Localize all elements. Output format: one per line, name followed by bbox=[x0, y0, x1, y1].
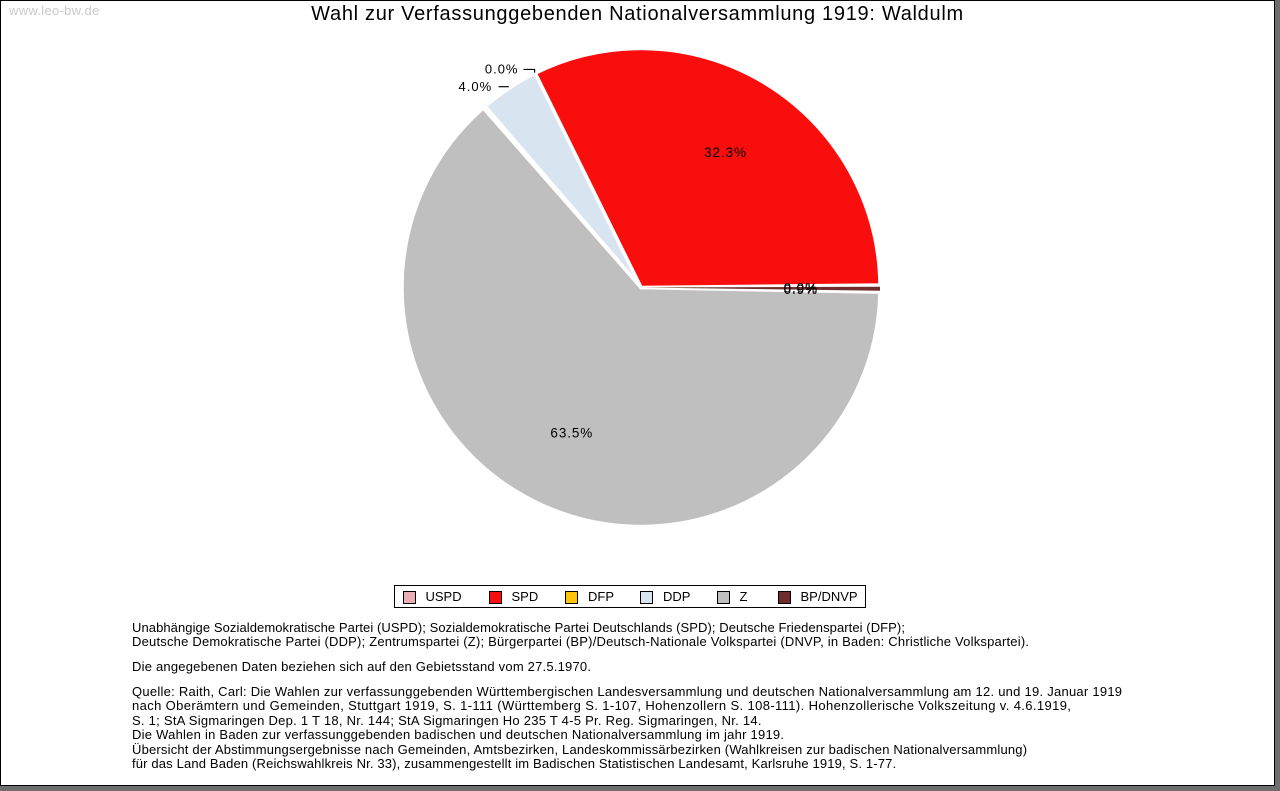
svg-text:0.0%: 0.0% bbox=[485, 62, 519, 77]
svg-text:0.9%: 0.9% bbox=[784, 282, 818, 297]
svg-text:0.0%: 0.0% bbox=[784, 281, 818, 296]
svg-text:4.0%: 4.0% bbox=[459, 79, 493, 94]
svg-text:63.5%: 63.5% bbox=[550, 426, 593, 441]
svg-text:32.3%: 32.3% bbox=[704, 145, 747, 160]
